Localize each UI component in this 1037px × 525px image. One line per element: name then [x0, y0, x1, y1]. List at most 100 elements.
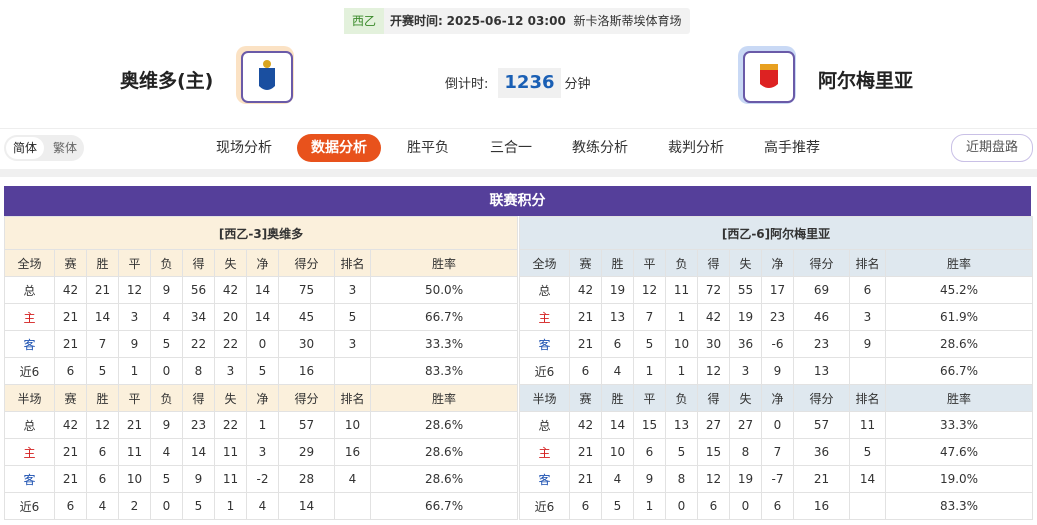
- header-row: 半场赛胜平负得失净得分 排名 胜率: [519, 384, 1033, 412]
- cell: 13: [601, 303, 634, 331]
- cell: 14: [601, 411, 634, 439]
- header-cell: 得: [182, 384, 215, 412]
- cell: 23: [793, 330, 850, 358]
- cell: 33.3%: [369, 330, 519, 358]
- header-row: 全场赛胜平负得失净得分 排名 胜率: [519, 249, 1033, 277]
- cell: 50.0%: [369, 276, 519, 304]
- cell: 1: [633, 492, 666, 520]
- cell: 客: [4, 465, 55, 493]
- header-cell: 得分: [278, 384, 335, 412]
- cell: 21: [569, 465, 602, 493]
- cell: 16: [278, 357, 335, 385]
- header-cell: 赛: [54, 384, 87, 412]
- cell: 69: [793, 276, 850, 304]
- header-cell: 得分: [793, 249, 850, 277]
- cell: 4: [150, 438, 183, 466]
- header-cell: 得: [697, 384, 730, 412]
- cell: 5: [601, 492, 634, 520]
- lang-option[interactable]: 简体: [6, 137, 45, 159]
- cell: 27: [697, 411, 730, 439]
- nav-tab[interactable]: 教练分析: [572, 140, 628, 156]
- cell: 6: [86, 465, 119, 493]
- cell: 8: [182, 357, 215, 385]
- header-cell: 平: [118, 384, 151, 412]
- cell: 14: [246, 303, 279, 331]
- cell: [334, 357, 371, 385]
- title-row: [西乙-6]阿尔梅里亚: [519, 216, 1033, 250]
- title-row: [西乙-3]奥维多: [3, 216, 519, 250]
- cell: 7: [86, 330, 119, 358]
- nav-tab[interactable]: 现场分析: [216, 140, 272, 156]
- cell: 36: [793, 438, 850, 466]
- cell: 16: [334, 438, 371, 466]
- cell: 5: [334, 303, 371, 331]
- header-cell: 平: [118, 249, 151, 277]
- cell: 47.6%: [885, 438, 1033, 466]
- cell: 28.6%: [885, 330, 1033, 358]
- cell: 总: [519, 276, 570, 304]
- cell: 45.2%: [885, 276, 1033, 304]
- header-cell: 负: [665, 384, 698, 412]
- data-row: 总 42 19 12 11 72 55 17 69 6 45.2%: [519, 276, 1033, 304]
- cell: 6: [54, 492, 87, 520]
- nav-tab[interactable]: 裁判分析: [668, 140, 724, 156]
- cell: 3: [246, 438, 279, 466]
- cell: 56: [182, 276, 215, 304]
- cell: 1: [665, 303, 698, 331]
- data-row: 客 21 6 10 5 9 11 -2 28 4 28.6%: [4, 465, 519, 493]
- cell: 5: [182, 492, 215, 520]
- lang-option[interactable]: 繁体: [53, 141, 78, 155]
- header-cell: 赛: [569, 249, 602, 277]
- cell: 19: [729, 465, 762, 493]
- lang-switch: 简体 繁体: [4, 135, 85, 161]
- cell: 42: [697, 303, 730, 331]
- cell: 11: [214, 438, 247, 466]
- cell: 3: [118, 303, 151, 331]
- cell: 42: [569, 411, 602, 439]
- nav-bar: 简体 繁体 近期盘路 现场分析 数据分析 胜平负 三合一 教练分析 裁判分析 高手推荐: [0, 128, 1037, 177]
- header-cell: 排名: [334, 249, 371, 277]
- cell: 66.7%: [885, 357, 1033, 385]
- recent-odds-button[interactable]: 近期盘路: [951, 134, 1033, 162]
- cell: 9: [150, 411, 183, 439]
- cell: 5: [633, 330, 666, 358]
- cell: 23: [182, 411, 215, 439]
- cell: 21: [569, 438, 602, 466]
- header-cell: 净: [246, 384, 279, 412]
- data-row: 客 21 4 9 8 12 19 -7 21 14 19.0%: [519, 465, 1033, 493]
- cell: -6: [761, 330, 794, 358]
- header-cell: 胜: [601, 384, 634, 412]
- cell: 1: [665, 357, 698, 385]
- header-cell: 胜率: [369, 384, 519, 412]
- cell: [849, 357, 886, 385]
- cell: 9: [633, 465, 666, 493]
- data-row: 总 42 21 12 9 56 42 14 75 3 50.0%: [4, 276, 519, 304]
- nav-tab[interactable]: 高手推荐: [764, 140, 820, 156]
- cell: 42: [214, 276, 247, 304]
- nav-tab[interactable]: 胜平负: [407, 140, 449, 156]
- cell: 19: [729, 303, 762, 331]
- cell: 13: [793, 357, 850, 385]
- header-cell: 胜: [86, 384, 119, 412]
- cell: 45: [278, 303, 335, 331]
- cell: 55: [729, 276, 762, 304]
- cell: 14: [849, 465, 886, 493]
- cell: 11: [665, 276, 698, 304]
- cell: 23: [761, 303, 794, 331]
- cell: 5: [86, 357, 119, 385]
- header-cell: 失: [214, 249, 247, 277]
- cell: 15: [697, 438, 730, 466]
- cell: 42: [54, 411, 87, 439]
- cell: 34: [182, 303, 215, 331]
- cell: 近6: [4, 357, 55, 385]
- cell: 6: [761, 492, 794, 520]
- cell: 5: [246, 357, 279, 385]
- nav-tab[interactable]: 数据分析: [297, 134, 381, 162]
- nav-tab[interactable]: 三合一: [490, 140, 532, 156]
- cell: 57: [793, 411, 850, 439]
- data-row: 主 21 14 3 4 34 20 14 45 5 66.7%: [4, 303, 519, 331]
- header-cell: 胜率: [369, 249, 519, 277]
- cell: 4: [601, 357, 634, 385]
- cell: 近6: [519, 492, 570, 520]
- cell: 0: [729, 492, 762, 520]
